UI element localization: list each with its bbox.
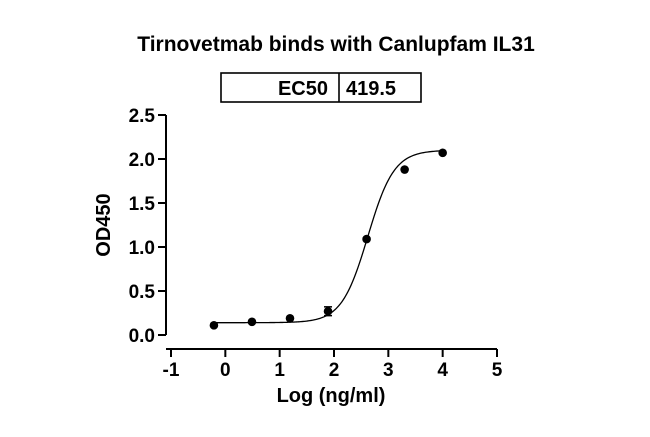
ec50-value: 419.5: [346, 78, 396, 100]
x-tick-label: 1: [274, 360, 285, 381]
y-tick-label: 0.5: [129, 282, 156, 303]
axes: [165, 115, 497, 350]
x-tick-label: 3: [383, 360, 394, 381]
data-point: [323, 306, 333, 316]
y-tick-label: 1.5: [129, 194, 156, 215]
chart-title: Tirnovetmab binds with Canlupfam IL31: [137, 33, 535, 56]
y-ticks: 0.0 0.5 1.0 1.5 2.0 2.5: [129, 106, 166, 347]
y-tick-label: 2.5: [129, 106, 156, 127]
x-ticks: -1 0 1 2 3 4 5: [163, 349, 503, 381]
y-axis-label: OD450: [93, 193, 115, 256]
ec50-label: EC50: [278, 78, 328, 100]
x-tick-label: 2: [329, 360, 340, 381]
y-tick-label: 0.0: [129, 326, 155, 347]
x-tick-label: 0: [220, 360, 231, 381]
fit-curve: [213, 150, 443, 324]
x-tick-label: 5: [492, 360, 503, 381]
ec50-table-border: [220, 72, 422, 103]
x-tick-label: -1: [163, 360, 180, 381]
x-tick-label: 4: [437, 360, 448, 381]
data-point: [362, 234, 371, 244]
y-tick-label: 2.0: [129, 150, 155, 171]
data-point: [247, 317, 257, 327]
x-axis-label: Log (ng/ml): [277, 385, 386, 407]
data-point: [438, 148, 447, 158]
data-point: [400, 165, 409, 174]
data-point: [285, 313, 295, 323]
ec50-table: EC50 419.5: [220, 72, 422, 103]
data-point: [209, 321, 219, 330]
y-tick-label: 1.0: [129, 238, 155, 259]
data-points: [209, 148, 447, 330]
